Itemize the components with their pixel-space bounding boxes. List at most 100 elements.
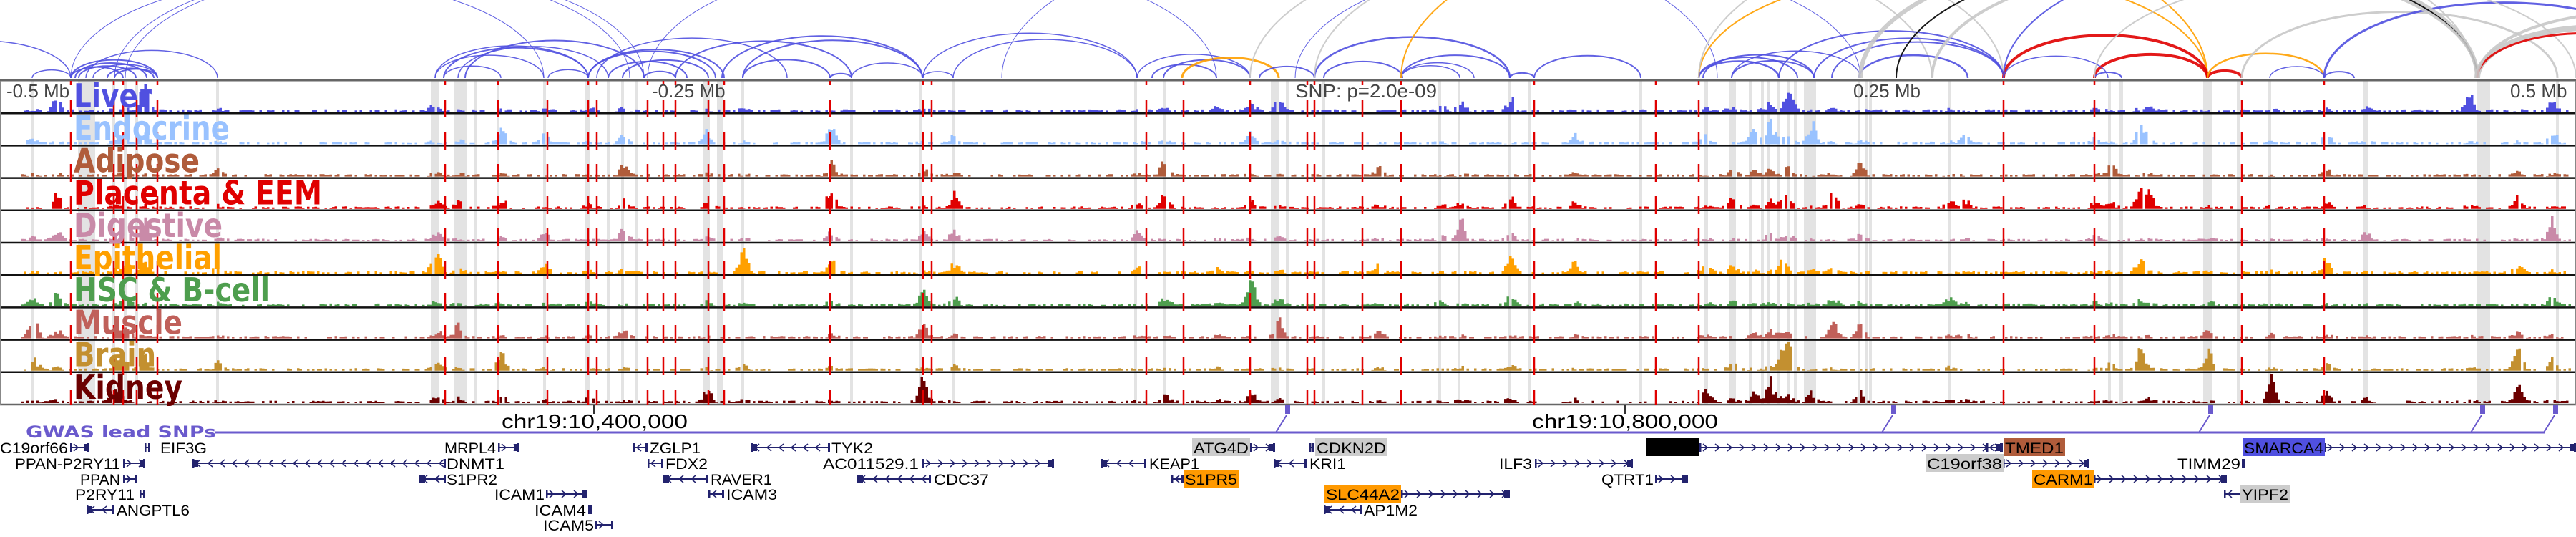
- exon: [828, 443, 830, 452]
- gene-label[interactable]: DNM2: [1647, 440, 1698, 457]
- gene-label[interactable]: ATG4D: [1194, 440, 1249, 457]
- gene-c19orf38[interactable]: C19orf38: [1926, 454, 2089, 473]
- gene-label[interactable]: C19orf66: [0, 440, 68, 457]
- gene-label[interactable]: AC011529.1: [823, 456, 919, 473]
- gene-label[interactable]: ZGLP1: [650, 440, 701, 457]
- gwas-snp-marker[interactable]: [1891, 405, 1896, 414]
- track-label-muscle[interactable]: Muscle: [74, 303, 182, 342]
- gene-s1pr5[interactable]: S1PR5: [1171, 470, 1239, 488]
- gene-angptl6[interactable]: ANGPTL6: [87, 503, 190, 519]
- gene-icam1[interactable]: ICAM1: [494, 487, 587, 503]
- gene-timm29[interactable]: TIMM29: [2177, 456, 2245, 473]
- strand-arrow-icon: [1128, 459, 1134, 468]
- gene-icam5[interactable]: ICAM5: [543, 518, 613, 534]
- chromatin-loop-arc: [1314, 0, 2004, 79]
- strand-arrow-icon: [401, 459, 408, 468]
- exon: [661, 459, 663, 468]
- gene-icam3[interactable]: ICAM3: [708, 487, 777, 503]
- track-label-hsc-b-cell[interactable]: HSC & B-cell: [74, 271, 270, 309]
- chromatin-loop-arc: [829, 72, 852, 79]
- gene-keap1[interactable]: KEAP1: [1101, 456, 1199, 473]
- gene-kri1[interactable]: KRI1: [1274, 456, 1346, 473]
- gene-label[interactable]: FDX2: [665, 456, 708, 473]
- track-label-brain[interactable]: Brain: [74, 336, 156, 374]
- gene-label[interactable]: TMED1: [2005, 440, 2064, 457]
- gene-label[interactable]: PPAN: [80, 472, 120, 488]
- gene-label[interactable]: S1PR5: [1185, 472, 1237, 488]
- gene-cdc37[interactable]: CDC37: [857, 472, 989, 488]
- gene-label[interactable]: SMARCA4: [2244, 440, 2323, 457]
- strand-arrow-icon: [1116, 459, 1122, 468]
- gene-label[interactable]: ANGPTL6: [117, 503, 190, 519]
- strand-arrow-icon: [1958, 443, 1964, 452]
- signal-tracks: [21, 84, 2571, 403]
- gene-mrpl4[interactable]: MRPL4: [444, 440, 519, 457]
- gene-label[interactable]: ICAM1: [494, 487, 545, 503]
- strand-arrow-icon: [2030, 459, 2036, 468]
- track-label-liver[interactable]: Liver: [74, 77, 152, 115]
- gene-label[interactable]: CDKN2D: [1317, 440, 1386, 457]
- chromatin-loop-arc: [2094, 72, 2122, 79]
- gene-yipf2[interactable]: YIPF2: [2224, 485, 2290, 503]
- gene-label[interactable]: CDC37: [934, 472, 989, 488]
- gene-label[interactable]: RAVER1: [711, 472, 772, 488]
- gene-ppan-p2ry11[interactable]: PPAN-P2RY11: [15, 456, 145, 473]
- gene-label[interactable]: PPAN-P2RY11: [15, 456, 120, 473]
- gene-label[interactable]: QTRT1: [1601, 472, 1654, 488]
- gene-cdkn2d[interactable]: CDKN2D: [1309, 438, 1387, 457]
- gene-label[interactable]: TIMM29: [2177, 456, 2240, 473]
- gene-smarca4[interactable]: SMARCA4: [2243, 438, 2576, 457]
- gene-carm1[interactable]: CARM1: [2032, 470, 2227, 488]
- track-label-adipose[interactable]: Adipose: [74, 141, 200, 180]
- gene-c19orf66[interactable]: C19orf66: [0, 440, 89, 457]
- gene-label[interactable]: DNMT1: [447, 456, 504, 473]
- gene-p2ry11[interactable]: P2RY11: [75, 487, 145, 503]
- gene-label[interactable]: ICAM5: [543, 518, 594, 534]
- gene-tyk2[interactable]: TYK2: [751, 440, 873, 457]
- gwas-snp-marker[interactable]: [1285, 405, 1290, 414]
- gene-label[interactable]: SLC44A2: [1326, 487, 1400, 503]
- gene-label[interactable]: S1PR2: [447, 472, 497, 488]
- gene-ap1m2[interactable]: AP1M2: [1324, 503, 1418, 519]
- track-label-epithelial[interactable]: Epithelial: [74, 238, 222, 277]
- gene-ppan[interactable]: PPAN: [80, 472, 137, 488]
- gene-dnmt1[interactable]: DNMT1: [192, 456, 504, 473]
- gene-label[interactable]: P2RY11: [75, 487, 135, 503]
- gene-dnm2[interactable]: DNM2: [1646, 438, 2002, 457]
- gene-slc44a2[interactable]: SLC44A2: [1324, 485, 1510, 503]
- gene-label[interactable]: KEAP1: [1149, 456, 1199, 473]
- track-label-placenta-eem[interactable]: Placenta & EEM: [74, 174, 322, 213]
- gene-tmed1[interactable]: TMED1: [1986, 438, 2065, 457]
- track-label-endocrine[interactable]: Endocrine: [74, 109, 230, 147]
- gene-label[interactable]: EIF3G: [160, 440, 207, 457]
- gene-ac011529-1[interactable]: AC011529.1: [823, 456, 1054, 473]
- track-label-digestive[interactable]: Digestive: [74, 206, 223, 245]
- gene-label[interactable]: C19orf38: [1927, 456, 2002, 473]
- gene-s1pr2[interactable]: S1PR2: [419, 472, 497, 488]
- gwas-snp-marker[interactable]: [2208, 405, 2213, 414]
- gene-label[interactable]: ICAM3: [726, 487, 777, 503]
- gene-label[interactable]: KRI1: [1309, 456, 1346, 473]
- gene-qtrt1[interactable]: QTRT1: [1601, 472, 1688, 488]
- gene-raver1[interactable]: RAVER1: [663, 472, 772, 488]
- gene-zglp1[interactable]: ZGLP1: [633, 440, 701, 457]
- gwas-snp-marker[interactable]: [2480, 405, 2485, 414]
- gene-atg4d[interactable]: ATG4D: [1192, 438, 1275, 457]
- gene-eif3g[interactable]: EIF3G: [145, 440, 207, 457]
- chromatin-loop-arc: [434, 54, 545, 79]
- gene-label[interactable]: MRPL4: [444, 440, 496, 457]
- gene-ilf3[interactable]: ILF3: [1499, 456, 1633, 473]
- gene-label[interactable]: YIPF2: [2242, 487, 2288, 503]
- gwas-snp-marker[interactable]: [2553, 405, 2558, 414]
- gene-fdx2[interactable]: FDX2: [648, 456, 708, 473]
- gene-label[interactable]: ICAM4: [535, 503, 586, 519]
- gene-label[interactable]: CARM1: [2034, 472, 2093, 488]
- gene-label[interactable]: AP1M2: [1364, 503, 1418, 519]
- gene-label[interactable]: TYK2: [831, 440, 873, 457]
- track-label-kidney[interactable]: Kidney: [74, 368, 182, 407]
- exon: [1171, 475, 1174, 483]
- chromatin-loop-arc: [1294, 0, 1861, 79]
- gene-icam4[interactable]: ICAM4: [535, 503, 592, 519]
- chromatin-loop-arc: [2003, 55, 2109, 79]
- gene-label[interactable]: ILF3: [1499, 456, 1532, 473]
